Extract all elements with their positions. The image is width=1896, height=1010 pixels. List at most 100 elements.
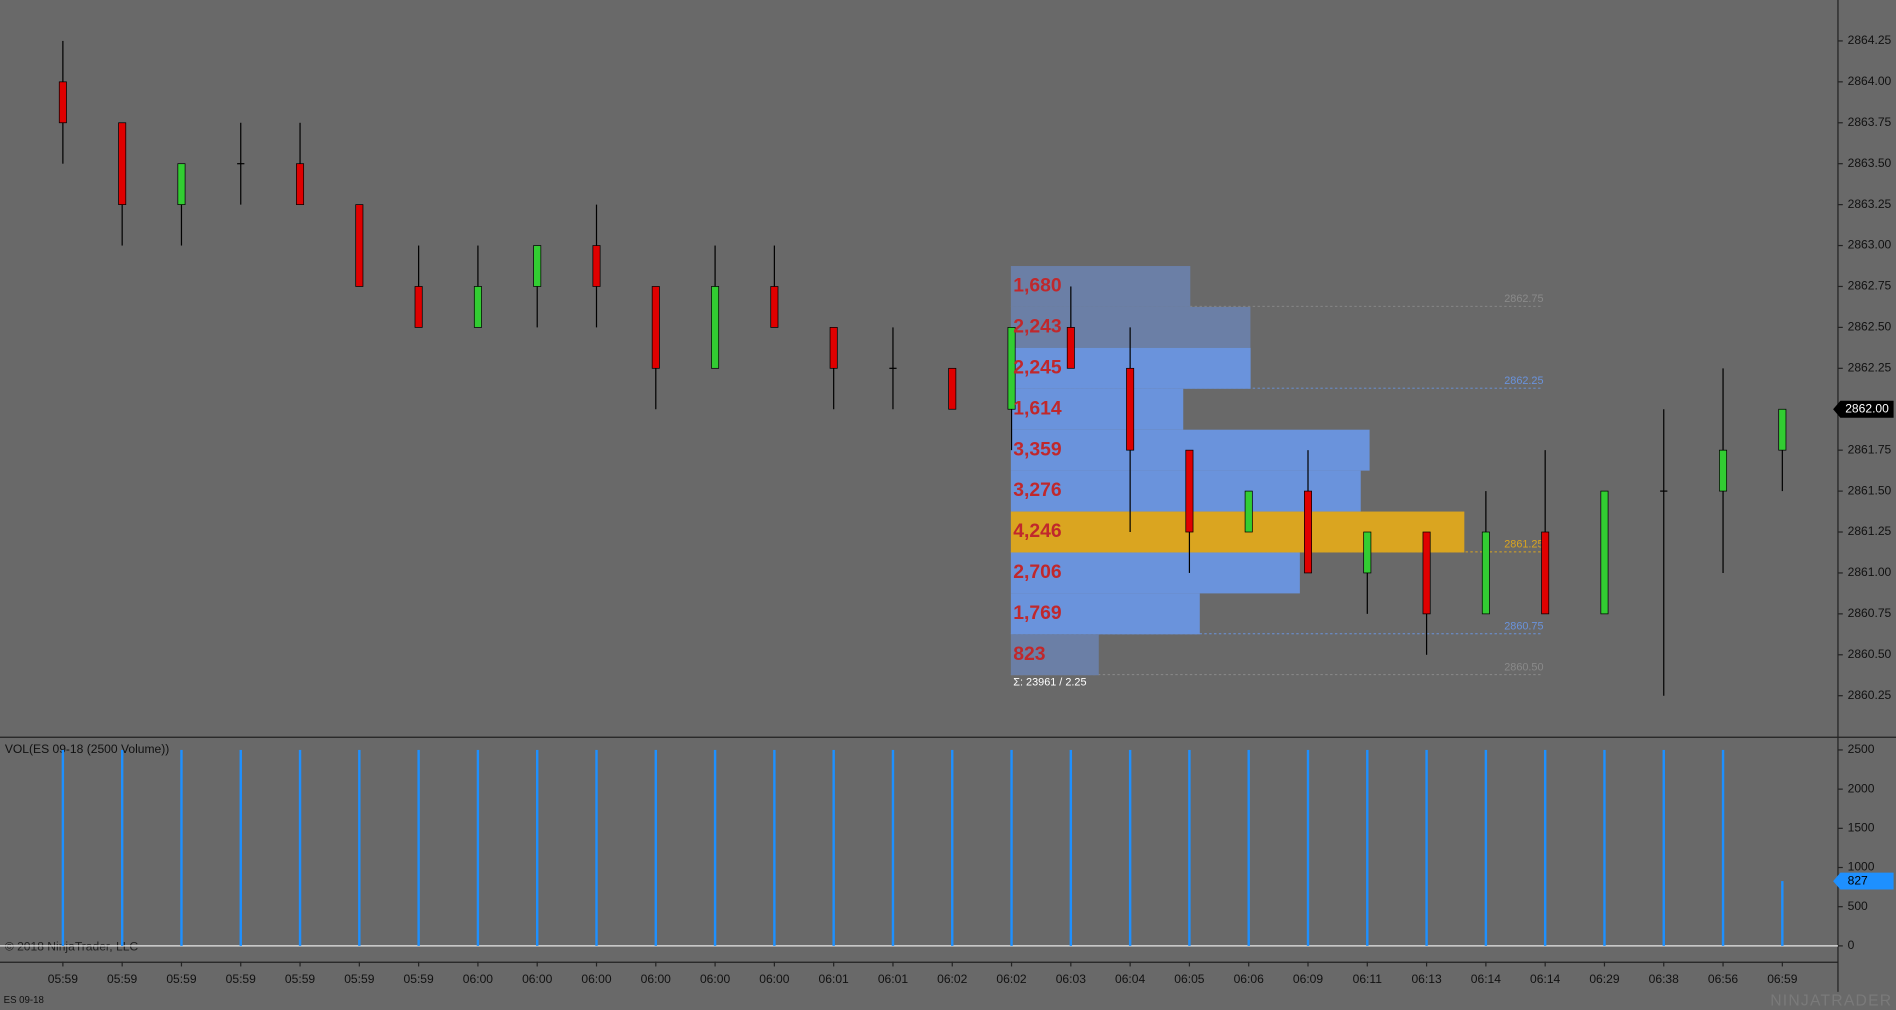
x-tick-label: 06:00 (522, 972, 553, 986)
last-volume-tag (1833, 872, 1894, 890)
profile-bar (1010, 552, 1300, 594)
volume-bar (1662, 749, 1665, 946)
candle-body (177, 163, 186, 205)
y-tick-label: 2861.00 (1848, 565, 1892, 579)
volume-bar (1366, 749, 1369, 946)
volume-bar (832, 749, 835, 946)
candle-body (770, 286, 779, 328)
x-tick-label: 06:02 (996, 972, 1027, 986)
candle-body (592, 245, 601, 287)
candle-body (1719, 449, 1728, 492)
volume-bar (180, 749, 183, 946)
profile-bar (1010, 266, 1191, 307)
candle-body (651, 286, 660, 369)
candle-body (1185, 449, 1194, 533)
profile-label: 3,276 (1013, 479, 1062, 501)
profile-label: 2,245 (1013, 356, 1062, 378)
profile-marker-label: 2862.75 (1504, 293, 1543, 305)
volume-bar (1603, 749, 1606, 946)
y-tick-label: 1000 (1848, 860, 1875, 874)
x-tick-label: 06:00 (463, 972, 494, 986)
x-tick-label: 05:59 (285, 972, 316, 986)
profile-bar (1010, 388, 1184, 430)
profile-marker-label: 2860.75 (1504, 620, 1543, 632)
volume-bar (1069, 749, 1073, 946)
y-tick-label: 2863.25 (1848, 197, 1892, 211)
watermark: NINJATRADER (1770, 993, 1892, 1010)
candle-body (1126, 367, 1135, 451)
volume-bar (713, 749, 717, 946)
volume-bar (358, 749, 361, 946)
volume-bar (239, 749, 242, 946)
candle-body (1422, 531, 1431, 615)
x-tick-label: 06:02 (937, 972, 968, 986)
x-tick-label: 06:09 (1293, 972, 1324, 986)
profile-marker-label: 2860.50 (1504, 661, 1543, 673)
x-tick-label: 06:05 (1174, 972, 1205, 986)
candle-body (1244, 490, 1253, 533)
x-tick-label: 06:03 (1056, 972, 1087, 986)
profile-label: 4,246 (1013, 520, 1062, 542)
candle-body (533, 245, 542, 287)
volume-bar (654, 749, 658, 946)
y-tick-label: 500 (1848, 899, 1868, 913)
candle-body (118, 122, 127, 205)
y-tick-label: 2863.75 (1848, 115, 1892, 129)
volume-bar (951, 749, 954, 946)
volume-bar (417, 749, 420, 946)
volume-bar (1781, 881, 1784, 946)
candle-body (1600, 490, 1609, 615)
volume-bar (1188, 749, 1191, 946)
candle-body (1066, 327, 1075, 369)
profile-marker-label: 2861.25 (1504, 538, 1543, 550)
last-price-tag (1833, 400, 1894, 418)
x-tick-label: 06:38 (1649, 972, 1680, 986)
volume-bar (1484, 749, 1488, 946)
y-tick-label: 2860.75 (1848, 606, 1892, 620)
y-tick-label: 2500 (1848, 742, 1875, 756)
volume-bar (61, 749, 65, 946)
volume-bar (298, 749, 302, 946)
volume-bar (1543, 749, 1547, 946)
y-tick-label: 2000 (1848, 781, 1875, 795)
y-tick-label: 2861.25 (1848, 524, 1892, 538)
x-tick-label: 06:00 (641, 972, 672, 986)
y-tick-label: 2860.50 (1848, 647, 1892, 661)
x-tick-label: 06:00 (700, 972, 731, 986)
candle-body (1007, 327, 1016, 410)
y-tick-label: 0 (1848, 938, 1855, 952)
volume-bar (891, 749, 895, 946)
profile-bar (1010, 634, 1099, 676)
x-tick-label: 05:59 (404, 972, 435, 986)
x-tick-label: 06:11 (1353, 972, 1383, 986)
x-tick-label: 06:13 (1411, 972, 1442, 986)
volume-bar (1128, 749, 1132, 946)
y-tick-label: 2861.75 (1848, 442, 1892, 456)
volume-bar (1721, 749, 1725, 946)
profile-summary: Σ: 23961 / 2.25 (1013, 676, 1086, 688)
y-tick-label: 2861.50 (1848, 483, 1892, 497)
profile-label: 2,706 (1013, 561, 1062, 583)
volume-bar (773, 749, 776, 946)
x-tick-label: 05:59 (166, 972, 197, 986)
candle-body (355, 204, 364, 287)
y-tick-label: 2864.00 (1848, 74, 1892, 88)
x-tick-label: 06:01 (819, 972, 850, 986)
profile-label: 1,614 (1013, 397, 1062, 419)
candle-body (948, 367, 957, 410)
x-tick-label: 06:56 (1708, 972, 1739, 986)
volume-bar (595, 749, 598, 946)
profile-label: 2,243 (1013, 316, 1062, 338)
profile-bar (1010, 593, 1200, 635)
volume-bar (1247, 749, 1250, 946)
candle-body (1778, 408, 1787, 451)
last-volume-label: 827 (1848, 873, 1868, 887)
x-tick-label: 05:59 (344, 972, 375, 986)
x-tick-label: 06:29 (1589, 972, 1620, 986)
volume-bar (536, 749, 539, 946)
candle-body (711, 286, 720, 369)
volume-bar (1425, 749, 1428, 946)
